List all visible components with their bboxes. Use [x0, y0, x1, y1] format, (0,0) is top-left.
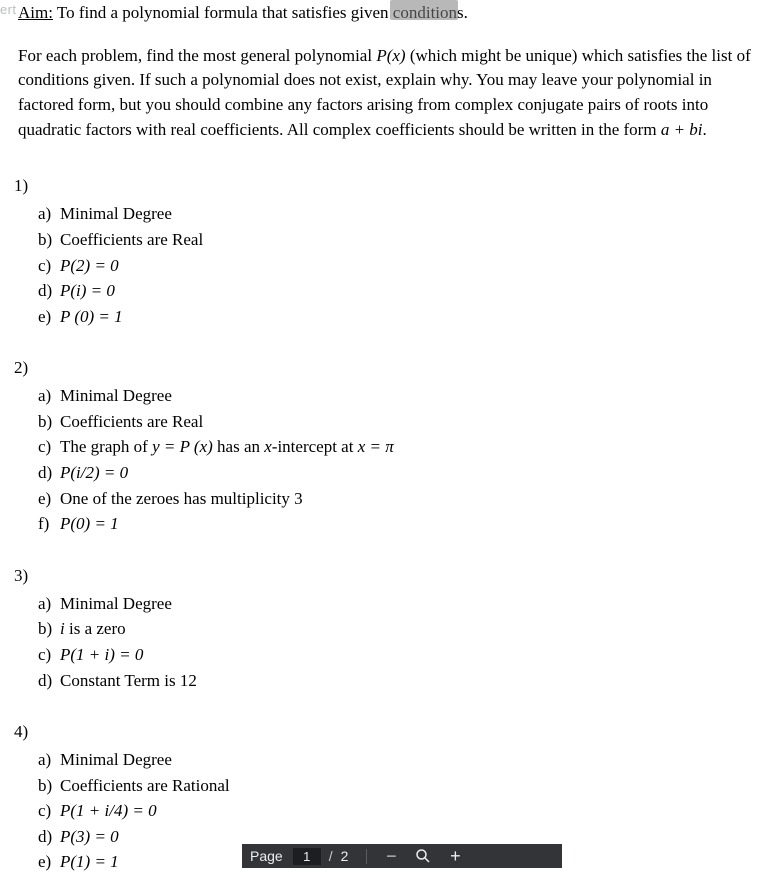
problem-number: 1)	[14, 174, 754, 202]
sub-letter: c)	[38, 643, 60, 668]
sub-letter: d)	[38, 669, 60, 694]
sub-item: e)P (0) = 1	[38, 304, 754, 330]
sub-item: c)P(2) = 0	[38, 253, 754, 279]
sub-item: c)P(1 + i) = 0	[38, 642, 754, 668]
problem-number: 2)	[14, 356, 754, 384]
sub-letter: b)	[38, 410, 60, 435]
sub-item: b)i is a zero	[38, 617, 754, 643]
watermark-left: ert	[0, 2, 16, 17]
sub-text: P(i) = 0	[60, 281, 115, 300]
zoom-in-button[interactable]: +	[445, 846, 465, 866]
instr-tail: .	[703, 120, 707, 139]
sub-text: P(1 + i/4) = 0	[60, 801, 157, 820]
sub-text: P(3) = 0	[60, 827, 119, 846]
zoom-out-button[interactable]: −	[381, 846, 401, 866]
sub-item: c)P(1 + i/4) = 0	[38, 799, 754, 825]
document-body: Aim: To find a polynomial formula that s…	[0, 0, 772, 876]
sub-letter: b)	[38, 774, 60, 799]
zoom-reset-button[interactable]	[413, 846, 433, 866]
sub-letter: d)	[38, 825, 60, 850]
sub-letter: c)	[38, 799, 60, 824]
sub-letter: b)	[38, 228, 60, 253]
sub-item: a)Minimal Degree	[38, 202, 754, 228]
sub-text: Constant Term is 12	[60, 671, 197, 690]
sub-item: b)Coefficients are Rational	[38, 773, 754, 799]
sub-text: P(i/2) = 0	[60, 463, 128, 482]
sub-letter: e)	[38, 487, 60, 512]
sub-item: a)Minimal Degree	[38, 591, 754, 617]
sub-text: P (0) = 1	[60, 307, 123, 326]
page-sep: /	[329, 848, 333, 864]
sub-item: e)One of the zeroes has multiplicity 3	[38, 486, 754, 512]
sub-item: d)P(i) = 0	[38, 279, 754, 305]
sub-item: a)Minimal Degree	[38, 384, 754, 410]
sub-letter: a)	[38, 592, 60, 617]
sub-text: Minimal Degree	[60, 594, 172, 613]
sub-item: f)P(0) = 1	[38, 512, 754, 538]
sub-item: b)Coefficients are Real	[38, 409, 754, 435]
sub-text: P(2) = 0	[60, 256, 119, 275]
problem-number: 3)	[14, 564, 754, 592]
sub-text: The graph of y = P (x) has an x-intercep…	[60, 437, 394, 456]
sub-letter: d)	[38, 279, 60, 304]
sub-item: d)Constant Term is 12	[38, 668, 754, 694]
sub-letter: c)	[38, 254, 60, 279]
pdf-toolbar: Page / 2 − +	[242, 844, 562, 868]
aim-label: Aim:	[18, 3, 53, 22]
instr-abi: a + bi	[661, 120, 703, 139]
sub-letter: f)	[38, 512, 60, 537]
sub-letter: c)	[38, 435, 60, 460]
sub-text: Coefficients are Real	[60, 230, 203, 249]
instructions: For each problem, find the most general …	[18, 32, 754, 149]
sub-list: a)Minimal Degreeb)i is a zeroc)P(1 + i) …	[18, 591, 754, 694]
problem-number: 4)	[14, 720, 754, 748]
aim-line: Aim: To find a polynomial formula that s…	[18, 0, 754, 32]
sub-letter: b)	[38, 617, 60, 642]
overlay-button[interactable]	[390, 0, 458, 20]
sub-text: Coefficients are Real	[60, 412, 203, 431]
sub-item: c)The graph of y = P (x) has an x-interc…	[38, 435, 754, 461]
instr-pre: For each problem, find the most general …	[18, 46, 376, 65]
sub-text: Minimal Degree	[60, 750, 172, 769]
sub-list: a)Minimal Degreeb)Coefficients are Realc…	[18, 384, 754, 538]
page-total: 2	[341, 848, 349, 864]
sub-text: Minimal Degree	[60, 386, 172, 405]
sub-item: b)Coefficients are Real	[38, 227, 754, 253]
sub-text: P(1) = 1	[60, 852, 119, 871]
toolbar-divider	[366, 849, 367, 864]
sub-text: i is a zero	[60, 619, 126, 638]
sub-text: One of the zeroes has multiplicity 3	[60, 489, 303, 508]
problem: 2)a)Minimal Degreeb)Coefficients are Rea…	[18, 330, 754, 537]
sub-item: d)P(i/2) = 0	[38, 461, 754, 487]
sub-letter: e)	[38, 305, 60, 330]
sub-letter: d)	[38, 461, 60, 486]
problem: 1)a)Minimal Degreeb)Coefficients are Rea…	[18, 148, 754, 330]
sub-text: Minimal Degree	[60, 204, 172, 223]
sub-item: a)Minimal Degree	[38, 747, 754, 773]
sub-list: a)Minimal Degreeb)Coefficients are Realc…	[18, 202, 754, 330]
sub-letter: e)	[38, 850, 60, 875]
instr-px: P(x)	[376, 46, 405, 65]
problems-container: 1)a)Minimal Degreeb)Coefficients are Rea…	[18, 148, 754, 875]
sub-letter: a)	[38, 202, 60, 227]
sub-letter: a)	[38, 748, 60, 773]
sub-letter: a)	[38, 384, 60, 409]
page-label: Page	[250, 848, 283, 864]
page-number-input[interactable]	[293, 848, 321, 865]
problem: 3)a)Minimal Degreeb)i is a zeroc)P(1 + i…	[18, 538, 754, 694]
sub-text: P(0) = 1	[60, 514, 119, 533]
sub-text: Coefficients are Rational	[60, 776, 230, 795]
sub-text: P(1 + i) = 0	[60, 645, 143, 664]
